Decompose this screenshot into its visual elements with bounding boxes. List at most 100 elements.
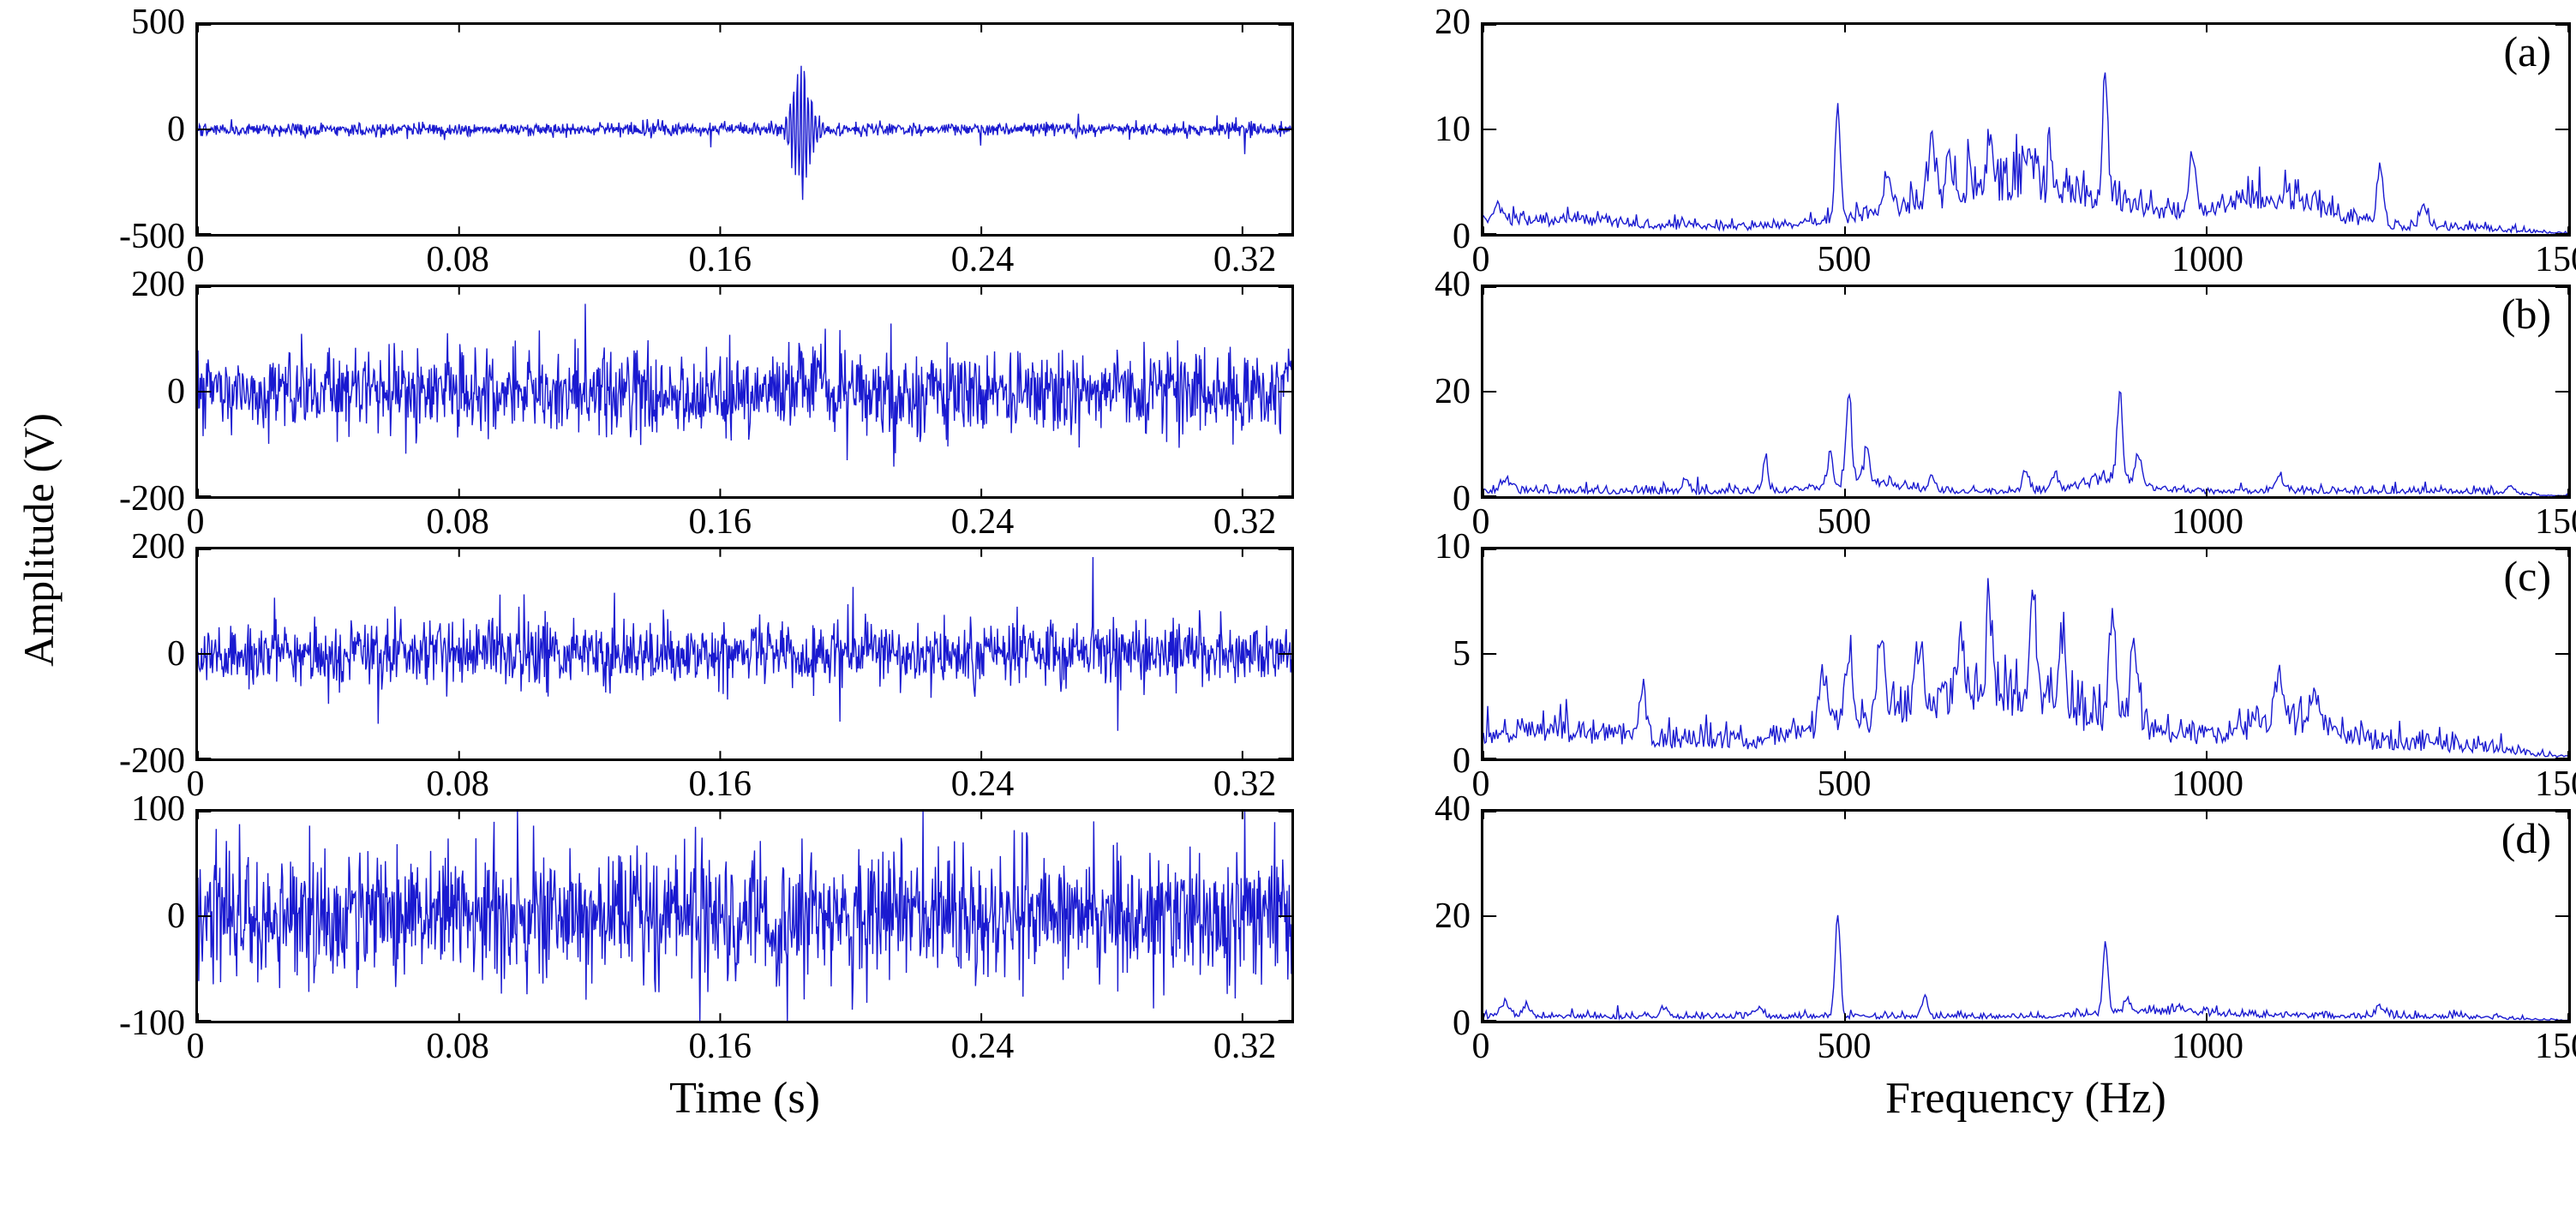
y-tick-label: 5 — [1453, 634, 1471, 674]
x-tick-label: 500 — [1817, 502, 1872, 542]
plot-area-spectrum-d: (d) — [1481, 809, 2571, 1023]
waveform-time-a — [198, 25, 1291, 234]
spectrum-curve-b — [1483, 287, 2568, 496]
x-tick-label: 1500 — [2535, 502, 2576, 542]
y-tick-label: 0 — [167, 110, 185, 149]
y-tick-labels: 0 20 40 — [1388, 791, 1481, 1041]
spectrum-plot-c: 0 5 10 (c) 0 500 1000 1500 — [1388, 529, 2576, 809]
x-tick-label: 0.32 — [1213, 1027, 1277, 1066]
x-tick-label: 0.16 — [688, 764, 752, 804]
x-tick-labels: 0 500 1000 1500 — [1472, 764, 2576, 809]
time-plot-c: -200 0 200 0 0.08 0.16 0.24 0.32 — [69, 529, 1294, 809]
y-tick-label: 40 — [1435, 789, 1471, 829]
x-tick-label: 500 — [1817, 764, 1872, 804]
y-tick-label: 0 — [1453, 741, 1471, 781]
y-tick-label: 10 — [1435, 110, 1471, 149]
x-tick-label: 0.08 — [426, 1027, 489, 1066]
y-tick-label: 500 — [131, 3, 185, 42]
x-tick-label: 0.08 — [426, 502, 489, 542]
x-tick-label: 500 — [1817, 1027, 1872, 1066]
spectrum-plot-d: 0 20 40 (d) 0 500 1000 1500 — [1388, 791, 2576, 1071]
x-tick-label: 0 — [186, 240, 205, 279]
plot-area-spectrum-a: (a) — [1481, 22, 2571, 237]
y-tick-label: 0 — [1453, 479, 1471, 519]
y-axis-label: Amplitude (V) — [15, 413, 63, 667]
plot-area-time-a — [195, 22, 1294, 237]
time-plot-d: -100 0 100 0 0.08 0.16 0.24 0.32 — [69, 791, 1294, 1071]
y-tick-labels: -100 0 100 — [69, 791, 195, 1041]
x-tick-label: 0.08 — [426, 764, 489, 804]
time-plot-b: -200 0 200 0 0.08 0.16 0.24 0.32 — [69, 267, 1294, 547]
x-tick-label: 0 — [1471, 240, 1490, 279]
x-tick-label: 0 — [1471, 1027, 1490, 1066]
waveform-time-b — [198, 287, 1291, 496]
y-tick-labels: 0 5 10 — [1388, 529, 1481, 779]
spectrum-curve-d — [1483, 812, 2568, 1021]
x-tick-label: 1500 — [2535, 764, 2576, 804]
spectrum-curve-c — [1483, 549, 2568, 758]
y-tick-label: 200 — [131, 527, 185, 567]
x-tick-label: 0.24 — [950, 1027, 1015, 1066]
panel-label-b: (b) — [2501, 290, 2551, 338]
y-tick-label: 20 — [1435, 372, 1471, 411]
plot-area-spectrum-b: (b) — [1481, 285, 2571, 499]
x-tick-label: 0 — [1471, 764, 1490, 804]
x-tick-label: 1500 — [2535, 1027, 2576, 1066]
spectrum-plot-b: 0 20 40 (b) 0 500 1000 1500 — [1388, 267, 2576, 547]
panel-label-d: (d) — [2501, 814, 2551, 862]
x-tick-label: 0.24 — [950, 764, 1015, 804]
spectrum-plot-a: 0 10 20 (a) 0 500 1000 1500 — [1388, 4, 2576, 285]
x-tick-labels: 0 0.08 0.16 0.24 0.32 — [187, 764, 1294, 809]
waveform-time-c — [198, 549, 1291, 758]
waveform-time-d — [198, 812, 1291, 1021]
x-tick-label: 0.32 — [1213, 240, 1277, 279]
y-tick-labels: 0 20 40 — [1388, 267, 1481, 517]
x-tick-labels: 0 0.08 0.16 0.24 0.32 — [187, 240, 1294, 285]
y-tick-labels: -500 0 500 — [69, 4, 195, 255]
y-tick-label: -500 — [119, 217, 185, 256]
plot-area-time-c — [195, 547, 1294, 761]
panel-label-c: (c) — [2503, 552, 2552, 600]
y-tick-label: -100 — [119, 1004, 185, 1043]
x-tick-labels: 0 500 1000 1500 — [1472, 1027, 2576, 1071]
x-axis-label-time: Time (s) — [669, 1074, 820, 1123]
x-tick-labels: 0 500 1000 1500 — [1472, 240, 2576, 285]
y-tick-label: 40 — [1435, 265, 1471, 304]
x-tick-label: 1000 — [2172, 1027, 2244, 1066]
x-tick-label: 1000 — [2172, 502, 2244, 542]
x-tick-label: 0.16 — [688, 240, 752, 279]
y-tick-labels: 0 10 20 — [1388, 4, 1481, 255]
x-tick-label: 0.16 — [688, 1027, 752, 1066]
x-tick-label: 0.32 — [1213, 764, 1277, 804]
x-tick-labels: 0 0.08 0.16 0.24 0.32 — [187, 502, 1294, 547]
x-tick-label: 0.24 — [950, 502, 1015, 542]
x-tick-label: 0 — [186, 502, 205, 542]
x-tick-label: 0.08 — [426, 240, 489, 279]
x-tick-label: 0 — [1471, 502, 1490, 542]
y-tick-label: 20 — [1435, 3, 1471, 42]
x-tick-label: 500 — [1817, 240, 1872, 279]
y-tick-label: 0 — [1453, 1004, 1471, 1043]
x-tick-label: 1000 — [2172, 764, 2244, 804]
x-tick-labels: 0 0.08 0.16 0.24 0.32 — [187, 1027, 1294, 1071]
x-tick-labels: 0 500 1000 1500 — [1472, 502, 2576, 547]
x-axis-label-frequency: Frequency (Hz) — [1885, 1074, 2166, 1123]
y-tick-label: 200 — [131, 265, 185, 304]
plot-area-time-d — [195, 809, 1294, 1023]
y-tick-label: -200 — [119, 479, 185, 519]
x-tick-label: 0 — [186, 764, 205, 804]
y-tick-label: 0 — [167, 372, 185, 411]
y-tick-label: 20 — [1435, 896, 1471, 936]
y-tick-labels: -200 0 200 — [69, 529, 195, 779]
x-tick-label: 0.16 — [688, 502, 752, 542]
x-tick-label: 0.32 — [1213, 502, 1277, 542]
y-tick-label: 100 — [131, 789, 185, 829]
plot-area-time-b — [195, 285, 1294, 499]
y-tick-label: 0 — [167, 896, 185, 936]
panel-label-a: (a) — [2503, 27, 2552, 75]
x-tick-label: 0 — [186, 1027, 205, 1066]
y-tick-label: 0 — [167, 634, 185, 674]
y-tick-labels: -200 0 200 — [69, 267, 195, 517]
x-tick-label: 1500 — [2535, 240, 2576, 279]
